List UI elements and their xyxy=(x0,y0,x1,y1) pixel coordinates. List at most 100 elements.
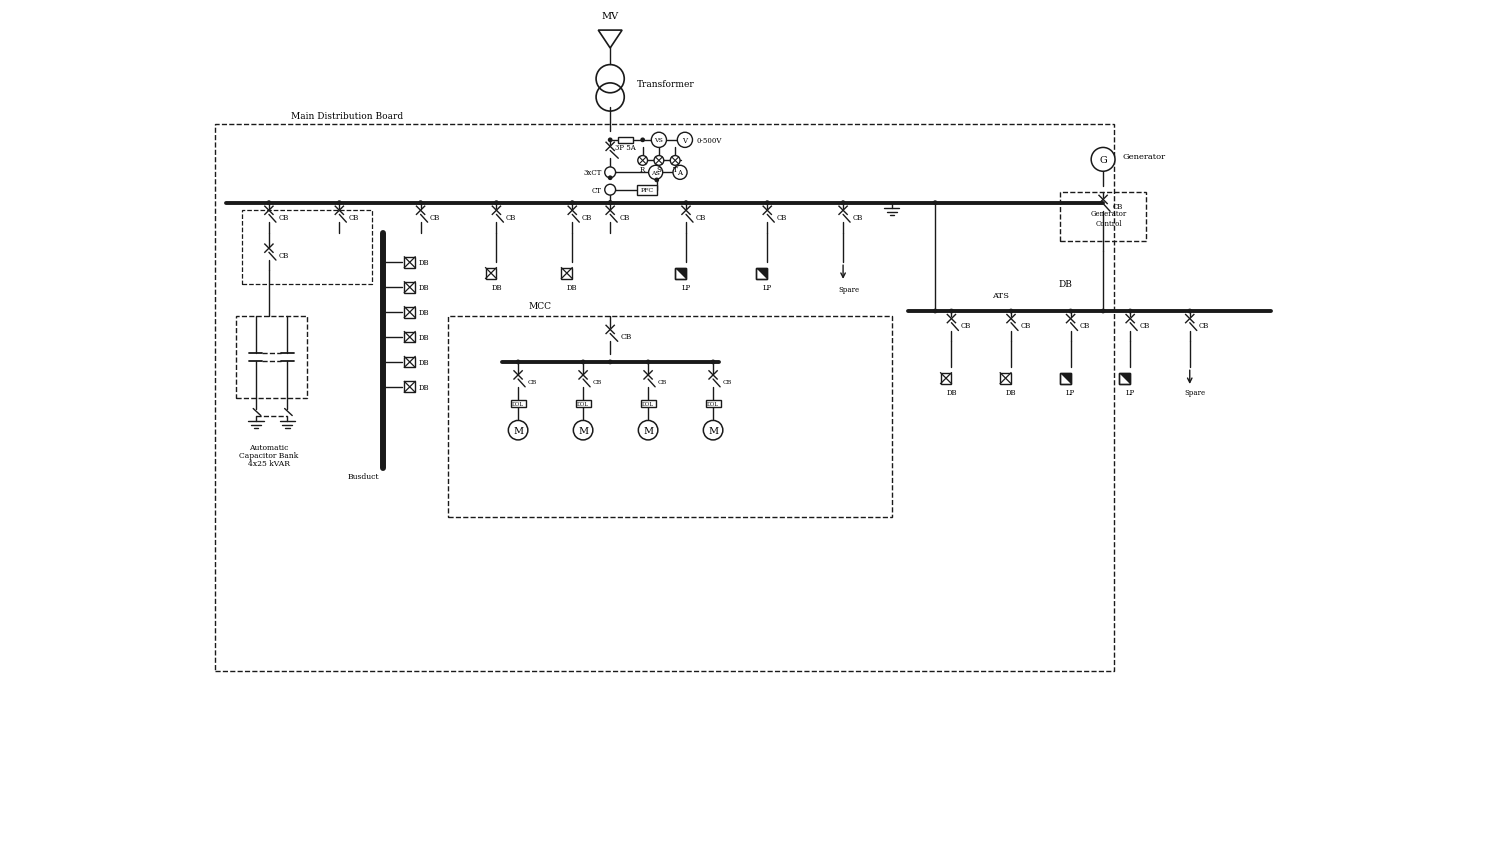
Bar xyxy=(1060,192,1146,241)
Circle shape xyxy=(608,360,613,365)
Polygon shape xyxy=(1119,373,1130,384)
Text: DB: DB xyxy=(1059,280,1072,289)
Circle shape xyxy=(494,201,499,206)
Text: CB: CB xyxy=(348,214,359,221)
Circle shape xyxy=(841,201,846,206)
Bar xyxy=(1060,373,1071,384)
Text: CT: CT xyxy=(592,187,601,194)
Circle shape xyxy=(710,360,715,365)
Text: DOL: DOL xyxy=(707,402,719,407)
Text: DOL: DOL xyxy=(643,402,653,407)
Circle shape xyxy=(1090,149,1114,172)
Circle shape xyxy=(569,201,575,206)
Text: DOL: DOL xyxy=(512,402,524,407)
Text: CB: CB xyxy=(527,380,536,385)
Text: V: V xyxy=(682,137,688,144)
Text: MV: MV xyxy=(602,12,619,21)
Text: Control: Control xyxy=(1095,219,1122,227)
Text: LP: LP xyxy=(1125,389,1136,397)
Text: CB: CB xyxy=(852,214,862,221)
Circle shape xyxy=(266,201,272,206)
Text: DB: DB xyxy=(419,359,430,366)
Text: LP: LP xyxy=(682,284,691,292)
Text: DB: DB xyxy=(419,259,430,267)
Circle shape xyxy=(933,201,937,206)
Text: DB: DB xyxy=(419,284,430,292)
Text: Spare: Spare xyxy=(1185,389,1206,397)
Circle shape xyxy=(677,133,692,149)
Circle shape xyxy=(649,166,662,180)
Circle shape xyxy=(605,185,616,196)
Text: CB: CB xyxy=(1140,322,1149,330)
Circle shape xyxy=(703,421,722,441)
Text: M: M xyxy=(514,426,523,436)
Bar xyxy=(640,400,656,408)
Text: CB: CB xyxy=(620,333,632,340)
Circle shape xyxy=(608,138,613,143)
Circle shape xyxy=(418,201,424,206)
Text: CB: CB xyxy=(430,214,440,221)
Polygon shape xyxy=(1060,373,1071,384)
Text: CB: CB xyxy=(1080,322,1090,330)
Circle shape xyxy=(1188,309,1193,314)
Text: CB: CB xyxy=(1199,322,1209,330)
Circle shape xyxy=(670,156,680,166)
Bar xyxy=(940,373,951,384)
Text: DB: DB xyxy=(1006,389,1017,397)
Circle shape xyxy=(933,309,937,314)
Text: Generator: Generator xyxy=(1122,153,1166,161)
Text: 4x25 kVAR: 4x25 kVAR xyxy=(248,459,290,467)
Text: CB: CB xyxy=(581,214,592,221)
Bar xyxy=(637,186,656,195)
Text: S: S xyxy=(656,165,661,173)
Text: CB: CB xyxy=(722,380,731,385)
Text: M: M xyxy=(578,426,589,436)
Text: DB: DB xyxy=(419,333,430,342)
Circle shape xyxy=(673,166,686,180)
Text: Automatic: Automatic xyxy=(249,444,288,452)
Text: DB: DB xyxy=(946,389,957,397)
Text: VS: VS xyxy=(655,138,664,143)
Text: Generator: Generator xyxy=(1090,209,1126,218)
Text: CB: CB xyxy=(278,214,288,221)
Text: CB: CB xyxy=(1113,203,1123,211)
Circle shape xyxy=(605,168,616,179)
Circle shape xyxy=(508,421,527,441)
Text: DOL: DOL xyxy=(577,402,589,407)
Bar xyxy=(1000,373,1011,384)
Bar xyxy=(617,138,632,143)
Text: 0-500V: 0-500V xyxy=(697,137,722,144)
Polygon shape xyxy=(676,268,686,279)
Circle shape xyxy=(765,201,769,206)
Circle shape xyxy=(581,360,586,365)
Circle shape xyxy=(608,201,613,206)
Text: CB: CB xyxy=(619,214,629,221)
Circle shape xyxy=(1128,309,1133,314)
Bar xyxy=(1060,373,1071,384)
Bar xyxy=(562,268,572,279)
Text: R: R xyxy=(640,165,646,173)
Text: CB: CB xyxy=(658,380,667,385)
Text: Spare: Spare xyxy=(838,286,859,294)
Bar xyxy=(1119,373,1130,384)
Polygon shape xyxy=(757,268,768,279)
Circle shape xyxy=(683,201,688,206)
Circle shape xyxy=(1009,309,1014,314)
Circle shape xyxy=(652,133,667,149)
Bar xyxy=(1119,373,1130,384)
Text: CB: CB xyxy=(961,322,970,330)
Text: CB: CB xyxy=(1020,322,1030,330)
Text: DB: DB xyxy=(491,284,502,292)
Text: Main Distribution Board: Main Distribution Board xyxy=(290,112,403,122)
Text: MCC: MCC xyxy=(529,301,551,311)
Text: AS: AS xyxy=(652,170,659,176)
Bar xyxy=(676,268,686,279)
Text: CB: CB xyxy=(278,252,288,259)
Bar xyxy=(485,268,497,279)
Text: Capacitor Bank: Capacitor Bank xyxy=(239,452,299,459)
Text: A: A xyxy=(677,169,682,177)
Text: CB: CB xyxy=(777,214,787,221)
Bar xyxy=(404,257,415,268)
Text: M: M xyxy=(643,426,653,436)
Bar xyxy=(575,400,590,408)
